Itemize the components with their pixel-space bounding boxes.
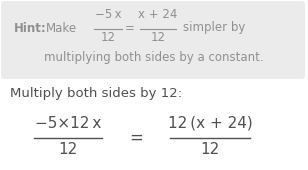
FancyBboxPatch shape — [1, 1, 305, 79]
Text: x + 24: x + 24 — [138, 8, 178, 21]
Text: 12: 12 — [151, 31, 165, 44]
Text: 12: 12 — [201, 142, 220, 157]
Text: 12: 12 — [100, 31, 116, 44]
Text: Multiply both sides by 12:: Multiply both sides by 12: — [10, 87, 182, 99]
Text: Hint:: Hint: — [14, 21, 47, 35]
Text: =: = — [129, 129, 143, 147]
Text: 12: 12 — [59, 142, 78, 157]
Text: multiplying both sides by a constant.: multiplying both sides by a constant. — [44, 52, 264, 64]
Text: 12 (x + 24): 12 (x + 24) — [168, 116, 252, 131]
Text: −5×12 x: −5×12 x — [35, 116, 101, 131]
Text: Make: Make — [46, 21, 77, 35]
Text: −5 x: −5 x — [95, 8, 121, 21]
Text: =: = — [125, 22, 135, 36]
Text: simpler by: simpler by — [183, 21, 245, 35]
